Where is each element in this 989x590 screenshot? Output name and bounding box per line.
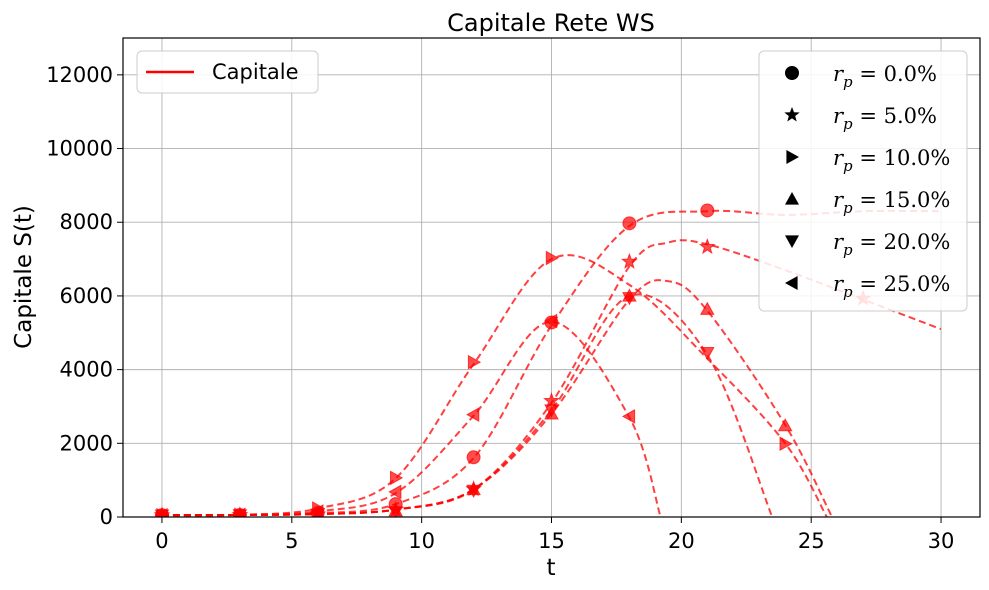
data-point <box>154 507 168 517</box>
series-line <box>161 279 833 517</box>
series-triangle-left <box>154 313 662 517</box>
data-point <box>466 450 481 465</box>
chart-title: Capitale Rete WS <box>447 9 655 37</box>
legend-entry-label: rp = 0.0% <box>833 62 937 91</box>
legend-entry-label: rp = 20.0% <box>833 230 950 259</box>
y-tick-label: 12000 <box>46 63 113 87</box>
x-tick-label: 15 <box>538 529 565 553</box>
data-point <box>388 484 402 500</box>
x-tick-label: 25 <box>798 529 825 553</box>
x-tick-labels: 0 5 10 15 20 25 30 <box>155 529 954 553</box>
data-point <box>700 203 715 218</box>
data-point <box>467 354 482 370</box>
data-point <box>699 301 715 315</box>
data-point <box>779 436 793 452</box>
data-point <box>622 292 637 306</box>
legend-marker-triangle-down <box>785 235 799 248</box>
y-tick-label: 10000 <box>46 137 113 161</box>
data-point <box>390 470 404 486</box>
data-point <box>543 392 560 409</box>
legend-right: rp = 0.0% rp = 5.0% rp = 10.0% rp = 15.0% rp… <box>758 50 968 312</box>
data-point <box>545 250 560 266</box>
data-point <box>777 418 793 432</box>
legend-marker-star <box>784 107 800 122</box>
legend-entry-label: rp = 10.0% <box>833 146 950 175</box>
legend-left-label: Capitale <box>212 60 299 84</box>
y-tick-label: 6000 <box>60 284 113 308</box>
legend-marker-triangle-left <box>785 276 798 290</box>
legend-entry-label: rp = 25.0% <box>833 272 950 301</box>
legend-left-box <box>136 50 319 94</box>
legend-left: Capitale <box>136 50 319 94</box>
y-tick-label: 0 <box>100 505 113 529</box>
y-tick-labels: 0 2000 4000 6000 8000 10000 12000 <box>46 63 113 529</box>
y-tick-label: 4000 <box>60 358 113 382</box>
series-triangle-right <box>156 250 828 517</box>
series-line <box>161 320 662 517</box>
x-axis-label: t <box>546 555 555 581</box>
data-point <box>543 313 558 329</box>
data-point <box>232 507 246 517</box>
x-tick-label: 0 <box>155 529 168 553</box>
series-triangle-down <box>154 292 774 517</box>
data-point <box>621 409 636 424</box>
data-point <box>698 237 716 255</box>
legend-marker-triangle-up <box>785 192 799 205</box>
data-point <box>466 407 480 422</box>
data-point <box>620 252 638 269</box>
data-point <box>544 404 559 418</box>
x-tick-label: 10 <box>408 529 435 553</box>
data-point <box>310 504 324 517</box>
data-point <box>622 216 637 231</box>
legend-marker-triangle-right <box>786 150 799 164</box>
legend-entry-label: rp = 15.0% <box>833 188 950 217</box>
y-tick-label: 2000 <box>60 431 113 455</box>
legend-right-box <box>758 50 968 312</box>
series-line <box>161 293 774 517</box>
y-tick-label: 8000 <box>60 210 113 234</box>
x-tick-label: 5 <box>285 529 298 553</box>
data-point <box>699 347 715 361</box>
x-tick-label: 30 <box>928 529 955 553</box>
x-tick-label: 20 <box>668 529 695 553</box>
data-point <box>388 506 404 517</box>
data-point <box>466 484 481 499</box>
plot-frame <box>122 37 981 518</box>
y-axis-label: Capitale S(t) <box>11 205 37 349</box>
legend-entry-label: rp = 5.0% <box>833 104 937 133</box>
series-line <box>161 254 828 517</box>
legend-marker-circle <box>785 66 799 80</box>
